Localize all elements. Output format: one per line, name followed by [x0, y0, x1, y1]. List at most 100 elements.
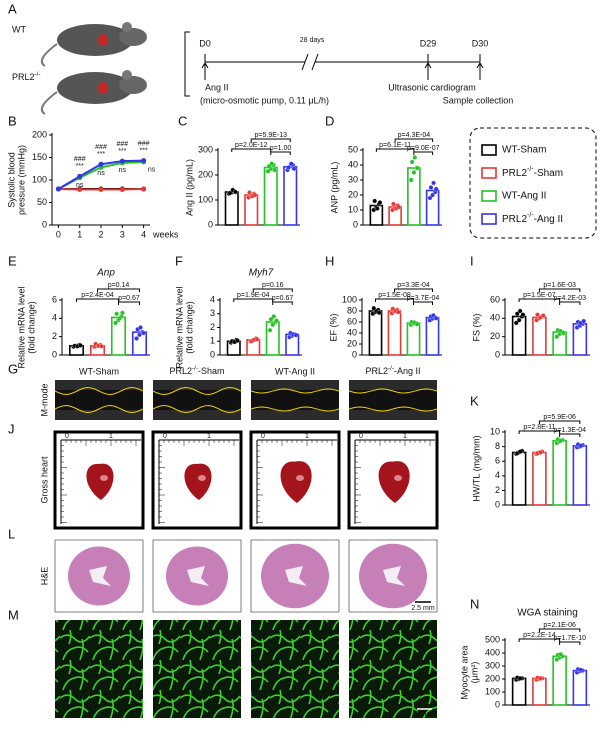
y-axis-label: FS (%) [471, 313, 481, 341]
y-tick-label: 50 [37, 197, 47, 207]
p-value: p=1.5E-08 [378, 292, 411, 299]
bracket [375, 148, 415, 152]
wga-image [153, 620, 241, 718]
dot [271, 314, 277, 319]
dot [427, 195, 433, 201]
bracket [270, 151, 291, 155]
heart-highlight [296, 475, 304, 481]
dot [372, 198, 378, 204]
wall-trace [54, 387, 144, 395]
column-header: PRL2-/--Ang II [366, 365, 421, 376]
panel-letter: E [8, 253, 17, 268]
dot [391, 201, 396, 207]
y-tick-label: 2 [52, 331, 57, 341]
dot [274, 318, 279, 323]
p-value: p=6.1E-11 [379, 142, 411, 149]
timeline-break [301, 53, 319, 71]
dot [254, 336, 260, 342]
y-tick-label: 1 [210, 336, 215, 346]
dot [395, 309, 401, 315]
y-axis-label: Myocyte area [459, 645, 469, 699]
y-axis-label: EF (%) [328, 313, 338, 341]
bar [425, 316, 440, 356]
he-lumen [285, 566, 307, 586]
significance: ### [116, 141, 128, 148]
dot [538, 450, 543, 455]
y-tick-label: 40 [347, 327, 357, 337]
y-tick-label: 80 [347, 305, 357, 315]
dot [78, 343, 83, 348]
p-value: p=4.2E-03 [554, 295, 587, 302]
p-value: p=1.7E-10 [554, 635, 587, 642]
y-tick-label: 60 [347, 316, 357, 326]
dot [141, 330, 146, 336]
dot [377, 200, 383, 205]
wga-image [251, 620, 339, 718]
significance: ### [95, 144, 107, 151]
mouse-head [119, 76, 147, 94]
panel-letter: C [178, 113, 187, 128]
y-tick-label: 0 [52, 349, 57, 359]
p-value: p=1.6E-03 [543, 282, 576, 289]
ruler-label: 0 [163, 433, 167, 440]
y-tick-label: 0 [353, 219, 358, 229]
p-value: p=1.3E-04 [554, 427, 587, 434]
dot [396, 204, 402, 210]
wall-trace [152, 405, 242, 413]
bracket [233, 298, 274, 302]
bar [263, 166, 278, 226]
bracket [559, 433, 581, 437]
panel-letter: M [8, 607, 19, 622]
dot [540, 313, 546, 318]
dot [99, 343, 104, 349]
p-value: p=4.3E-04 [398, 132, 431, 139]
dot [286, 165, 291, 170]
y-tick-label: 100 [485, 686, 500, 696]
panel-letter: D [325, 113, 334, 128]
dot [517, 675, 523, 681]
significance: *** [76, 163, 84, 170]
bracket [413, 301, 433, 305]
ruler-label: 1 [403, 433, 407, 440]
he-lumen [383, 566, 405, 586]
dot [414, 321, 420, 327]
dot [272, 167, 277, 173]
dot [520, 312, 526, 318]
dot [581, 318, 587, 324]
mouse-head [119, 28, 147, 46]
dot [578, 667, 584, 673]
x-tick-label: 0 [56, 229, 61, 239]
point [77, 186, 83, 192]
y-axis-label: (fold change) [26, 301, 36, 354]
bracket [518, 638, 561, 642]
dot [412, 155, 418, 160]
row-label: H&E [39, 567, 49, 586]
arrow [201, 62, 209, 80]
significance: *** [140, 147, 148, 154]
dot [433, 186, 439, 192]
echo-label: Ultrasonic cardiogram [388, 82, 476, 92]
wall-trace [250, 406, 340, 412]
mmode-band [55, 390, 143, 410]
dot [433, 315, 439, 321]
bracket [413, 151, 434, 155]
legend-swatch [481, 167, 497, 179]
panel-letter: J [8, 421, 15, 436]
treatment: Ang II [205, 82, 229, 92]
bracket-top [97, 288, 140, 292]
y-tick-label: 200 [198, 169, 213, 179]
p-value: p=0.16 [262, 282, 284, 289]
y-tick-label: 100 [198, 194, 213, 204]
p-value: p=0.67 [272, 295, 294, 302]
bracket [518, 430, 561, 434]
significance: *** [97, 151, 105, 158]
chart-title: WGA staining [517, 608, 578, 619]
p-value: p=1.9E-04 [237, 292, 270, 299]
dot [431, 180, 436, 186]
bracket [184, 31, 190, 97]
p-value: p=5.9E-06 [543, 414, 576, 421]
mouse-body [57, 24, 133, 56]
point [98, 186, 104, 192]
p-value: p=0.14 [108, 282, 130, 289]
mouse-body [57, 72, 133, 104]
